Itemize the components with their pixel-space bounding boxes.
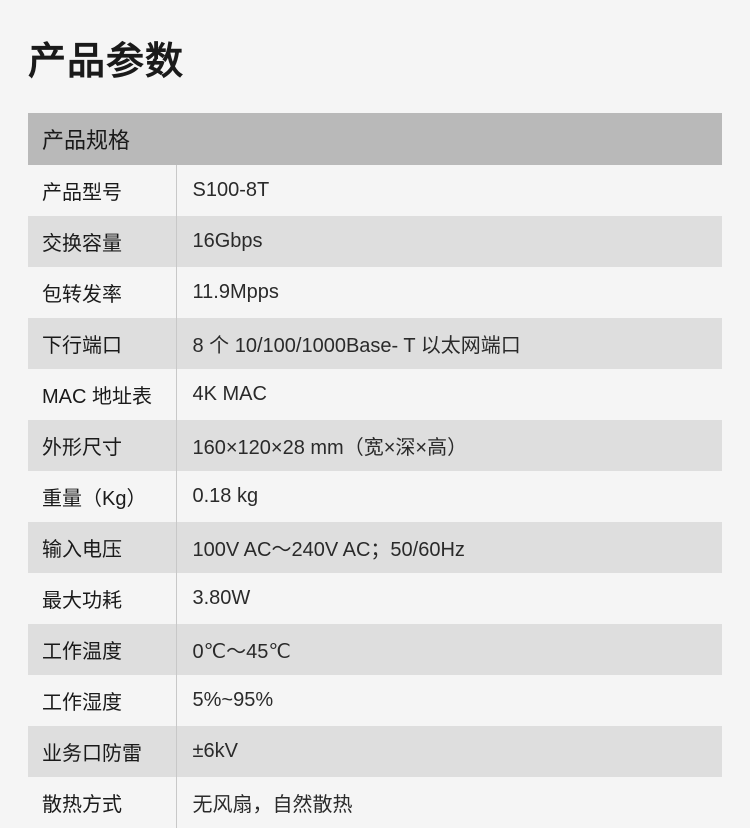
spec-label: 输入电压 <box>28 522 176 573</box>
spec-value: ±6kV <box>176 726 722 777</box>
spec-table: 产品规格 产品型号 S100-8T 交换容量 16Gbps 包转发率 11.9M… <box>28 113 722 828</box>
spec-value: 100V AC～240V AC；50/60Hz <box>176 522 722 573</box>
spec-value: 5%~95% <box>176 675 722 726</box>
spec-label: 重量（Kg） <box>28 471 176 522</box>
spec-value: 11.9Mpps <box>176 267 722 318</box>
spec-label: 散热方式 <box>28 777 176 828</box>
table-row: 散热方式 无风扇，自然散热 <box>28 777 722 828</box>
spec-label: 业务口防雷 <box>28 726 176 777</box>
table-row: 工作温度 0℃～45℃ <box>28 624 722 675</box>
spec-value: 160×120×28 mm（宽×深×高） <box>176 420 722 471</box>
spec-label: 工作温度 <box>28 624 176 675</box>
spec-label: 工作湿度 <box>28 675 176 726</box>
spec-label: 产品型号 <box>28 165 176 216</box>
spec-value: 0℃～45℃ <box>176 624 722 675</box>
table-row: 重量（Kg） 0.18 kg <box>28 471 722 522</box>
spec-value: 16Gbps <box>176 216 722 267</box>
spec-label: 最大功耗 <box>28 573 176 624</box>
spec-value: 无风扇，自然散热 <box>176 777 722 828</box>
page-title: 产品参数 <box>28 30 722 85</box>
table-row: 工作湿度 5%~95% <box>28 675 722 726</box>
table-row: 输入电压 100V AC～240V AC；50/60Hz <box>28 522 722 573</box>
spec-label: 包转发率 <box>28 267 176 318</box>
table-row: 包转发率 11.9Mpps <box>28 267 722 318</box>
spec-table-header: 产品规格 <box>28 113 722 165</box>
table-row: 交换容量 16Gbps <box>28 216 722 267</box>
table-row: 业务口防雷 ±6kV <box>28 726 722 777</box>
spec-value: 8 个 10/100/1000Base- T 以太网端口 <box>176 318 722 369</box>
spec-value: 4K MAC <box>176 369 722 420</box>
spec-value: S100-8T <box>176 165 722 216</box>
spec-label: 外形尺寸 <box>28 420 176 471</box>
spec-value: 0.18 kg <box>176 471 722 522</box>
spec-label: MAC 地址表 <box>28 369 176 420</box>
table-row: 产品型号 S100-8T <box>28 165 722 216</box>
table-row: 外形尺寸 160×120×28 mm（宽×深×高） <box>28 420 722 471</box>
spec-label: 下行端口 <box>28 318 176 369</box>
spec-value: 3.80W <box>176 573 722 624</box>
table-row: 下行端口 8 个 10/100/1000Base- T 以太网端口 <box>28 318 722 369</box>
table-row: 最大功耗 3.80W <box>28 573 722 624</box>
table-row: MAC 地址表 4K MAC <box>28 369 722 420</box>
spec-label: 交换容量 <box>28 216 176 267</box>
